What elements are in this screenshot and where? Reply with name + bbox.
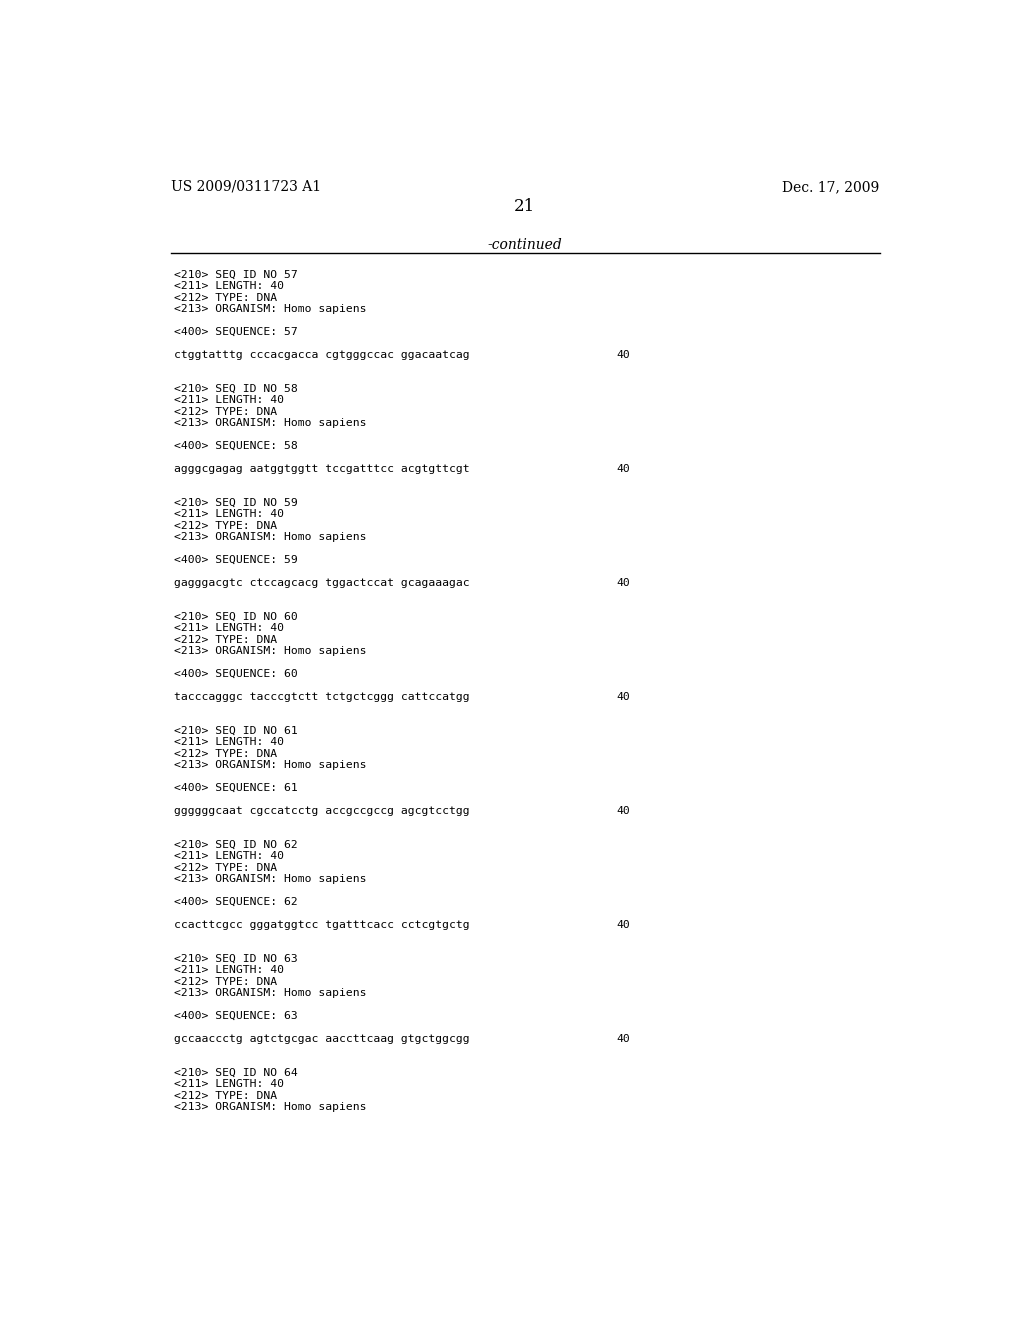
Text: <400> SEQUENCE: 59: <400> SEQUENCE: 59 [174, 554, 298, 565]
Text: <400> SEQUENCE: 57: <400> SEQUENCE: 57 [174, 327, 298, 337]
Text: <213> ORGANISM: Homo sapiens: <213> ORGANISM: Homo sapiens [174, 532, 367, 543]
Text: <400> SEQUENCE: 61: <400> SEQUENCE: 61 [174, 783, 298, 793]
Text: <211> LENGTH: 40: <211> LENGTH: 40 [174, 281, 285, 292]
Text: <210> SEQ ID NO 59: <210> SEQ ID NO 59 [174, 498, 298, 508]
Text: <213> ORGANISM: Homo sapiens: <213> ORGANISM: Homo sapiens [174, 1102, 367, 1111]
Text: <213> ORGANISM: Homo sapiens: <213> ORGANISM: Homo sapiens [174, 987, 367, 998]
Text: <212> TYPE: DNA: <212> TYPE: DNA [174, 407, 278, 417]
Text: tacccagggc tacccgtctt tctgctcggg cattccatgg: tacccagggc tacccgtctt tctgctcggg cattcca… [174, 692, 470, 702]
Text: 40: 40 [616, 805, 630, 816]
Text: <213> ORGANISM: Homo sapiens: <213> ORGANISM: Homo sapiens [174, 874, 367, 884]
Text: 21: 21 [514, 198, 536, 215]
Text: <212> TYPE: DNA: <212> TYPE: DNA [174, 1090, 278, 1101]
Text: <212> TYPE: DNA: <212> TYPE: DNA [174, 863, 278, 873]
Text: Dec. 17, 2009: Dec. 17, 2009 [782, 180, 880, 194]
Text: <211> LENGTH: 40: <211> LENGTH: 40 [174, 510, 285, 519]
Text: <212> TYPE: DNA: <212> TYPE: DNA [174, 521, 278, 531]
Text: <210> SEQ ID NO 58: <210> SEQ ID NO 58 [174, 384, 298, 393]
Text: <213> ORGANISM: Homo sapiens: <213> ORGANISM: Homo sapiens [174, 645, 367, 656]
Text: <211> LENGTH: 40: <211> LENGTH: 40 [174, 851, 285, 861]
Text: ctggtatttg cccacgacca cgtgggccac ggacaatcag: ctggtatttg cccacgacca cgtgggccac ggacaat… [174, 350, 470, 360]
Text: agggcgagag aatggtggtt tccgatttcc acgtgttcgt: agggcgagag aatggtggtt tccgatttcc acgtgtt… [174, 463, 470, 474]
Text: <400> SEQUENCE: 60: <400> SEQUENCE: 60 [174, 669, 298, 678]
Text: <213> ORGANISM: Homo sapiens: <213> ORGANISM: Homo sapiens [174, 760, 367, 770]
Text: 40: 40 [616, 463, 630, 474]
Text: <211> LENGTH: 40: <211> LENGTH: 40 [174, 623, 285, 634]
Text: <210> SEQ ID NO 60: <210> SEQ ID NO 60 [174, 612, 298, 622]
Text: -continued: -continued [487, 238, 562, 252]
Text: gagggacgtc ctccagcacg tggactccat gcagaaagac: gagggacgtc ctccagcacg tggactccat gcagaaa… [174, 578, 470, 587]
Text: <400> SEQUENCE: 58: <400> SEQUENCE: 58 [174, 441, 298, 451]
Text: <210> SEQ ID NO 57: <210> SEQ ID NO 57 [174, 271, 298, 280]
Text: <210> SEQ ID NO 61: <210> SEQ ID NO 61 [174, 726, 298, 735]
Text: <212> TYPE: DNA: <212> TYPE: DNA [174, 977, 278, 986]
Text: 40: 40 [616, 578, 630, 587]
Text: <211> LENGTH: 40: <211> LENGTH: 40 [174, 738, 285, 747]
Text: 40: 40 [616, 350, 630, 360]
Text: 40: 40 [616, 1034, 630, 1044]
Text: <400> SEQUENCE: 63: <400> SEQUENCE: 63 [174, 1011, 298, 1020]
Text: US 2009/0311723 A1: US 2009/0311723 A1 [171, 180, 321, 194]
Text: 40: 40 [616, 692, 630, 702]
Text: <210> SEQ ID NO 63: <210> SEQ ID NO 63 [174, 954, 298, 964]
Text: <212> TYPE: DNA: <212> TYPE: DNA [174, 293, 278, 302]
Text: <210> SEQ ID NO 62: <210> SEQ ID NO 62 [174, 840, 298, 850]
Text: ccacttcgcc gggatggtcc tgatttcacc cctcgtgctg: ccacttcgcc gggatggtcc tgatttcacc cctcgtg… [174, 920, 470, 929]
Text: <213> ORGANISM: Homo sapiens: <213> ORGANISM: Homo sapiens [174, 418, 367, 428]
Text: 40: 40 [616, 920, 630, 929]
Text: <211> LENGTH: 40: <211> LENGTH: 40 [174, 1080, 285, 1089]
Text: <211> LENGTH: 40: <211> LENGTH: 40 [174, 396, 285, 405]
Text: <212> TYPE: DNA: <212> TYPE: DNA [174, 748, 278, 759]
Text: <213> ORGANISM: Homo sapiens: <213> ORGANISM: Homo sapiens [174, 304, 367, 314]
Text: gccaaccctg agtctgcgac aaccttcaag gtgctggcgg: gccaaccctg agtctgcgac aaccttcaag gtgctgg… [174, 1034, 470, 1044]
Text: <211> LENGTH: 40: <211> LENGTH: 40 [174, 965, 285, 975]
Text: ggggggcaat cgccatcctg accgccgccg agcgtcctgg: ggggggcaat cgccatcctg accgccgccg agcgtcc… [174, 805, 470, 816]
Text: <400> SEQUENCE: 62: <400> SEQUENCE: 62 [174, 896, 298, 907]
Text: <210> SEQ ID NO 64: <210> SEQ ID NO 64 [174, 1068, 298, 1077]
Text: <212> TYPE: DNA: <212> TYPE: DNA [174, 635, 278, 644]
